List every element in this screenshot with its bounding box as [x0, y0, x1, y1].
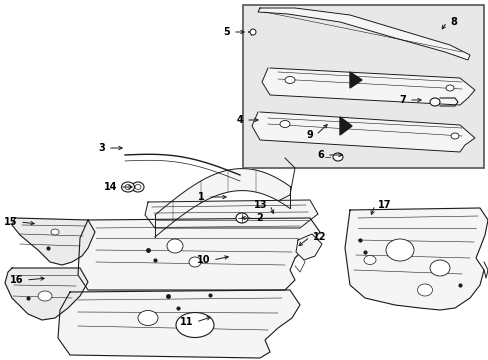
Text: 1: 1 — [198, 192, 204, 202]
Ellipse shape — [450, 133, 458, 139]
Polygon shape — [262, 68, 474, 105]
Polygon shape — [58, 290, 299, 358]
Ellipse shape — [417, 284, 431, 296]
Ellipse shape — [429, 260, 449, 276]
Ellipse shape — [189, 257, 201, 267]
Ellipse shape — [385, 239, 413, 261]
Bar — [243, 5, 483, 168]
Ellipse shape — [176, 312, 214, 338]
Text: 12: 12 — [312, 232, 326, 242]
Ellipse shape — [280, 121, 289, 127]
Ellipse shape — [363, 256, 375, 265]
Polygon shape — [145, 200, 317, 228]
Ellipse shape — [429, 98, 439, 106]
Ellipse shape — [138, 310, 158, 325]
Polygon shape — [78, 218, 319, 290]
Ellipse shape — [135, 184, 141, 189]
Ellipse shape — [51, 229, 59, 235]
Ellipse shape — [38, 291, 52, 301]
Ellipse shape — [132, 182, 143, 192]
Ellipse shape — [285, 77, 294, 84]
Ellipse shape — [121, 182, 134, 192]
Text: 4: 4 — [236, 115, 243, 125]
Polygon shape — [339, 117, 351, 135]
Text: 11: 11 — [179, 317, 193, 327]
Text: 10: 10 — [196, 255, 209, 265]
Polygon shape — [155, 168, 289, 237]
Polygon shape — [349, 72, 361, 88]
Ellipse shape — [445, 85, 453, 91]
Text: 5: 5 — [223, 27, 229, 37]
Text: 15: 15 — [3, 217, 17, 227]
Polygon shape — [251, 112, 474, 152]
Polygon shape — [5, 268, 88, 320]
Ellipse shape — [236, 213, 247, 223]
Text: 17: 17 — [377, 200, 391, 210]
Text: 14: 14 — [103, 182, 117, 192]
Polygon shape — [345, 208, 487, 310]
Text: 16: 16 — [9, 275, 23, 285]
Ellipse shape — [167, 239, 183, 253]
Ellipse shape — [125, 184, 131, 189]
Polygon shape — [295, 234, 321, 260]
Text: 13: 13 — [253, 200, 266, 210]
Polygon shape — [258, 8, 469, 60]
Polygon shape — [12, 218, 95, 265]
Ellipse shape — [332, 153, 342, 161]
Text: 8: 8 — [449, 17, 456, 27]
Text: 7: 7 — [398, 95, 405, 105]
Ellipse shape — [249, 29, 256, 35]
Text: 3: 3 — [98, 143, 105, 153]
Text: 6: 6 — [317, 150, 324, 160]
Text: 9: 9 — [305, 130, 312, 140]
Text: 2: 2 — [256, 213, 262, 223]
